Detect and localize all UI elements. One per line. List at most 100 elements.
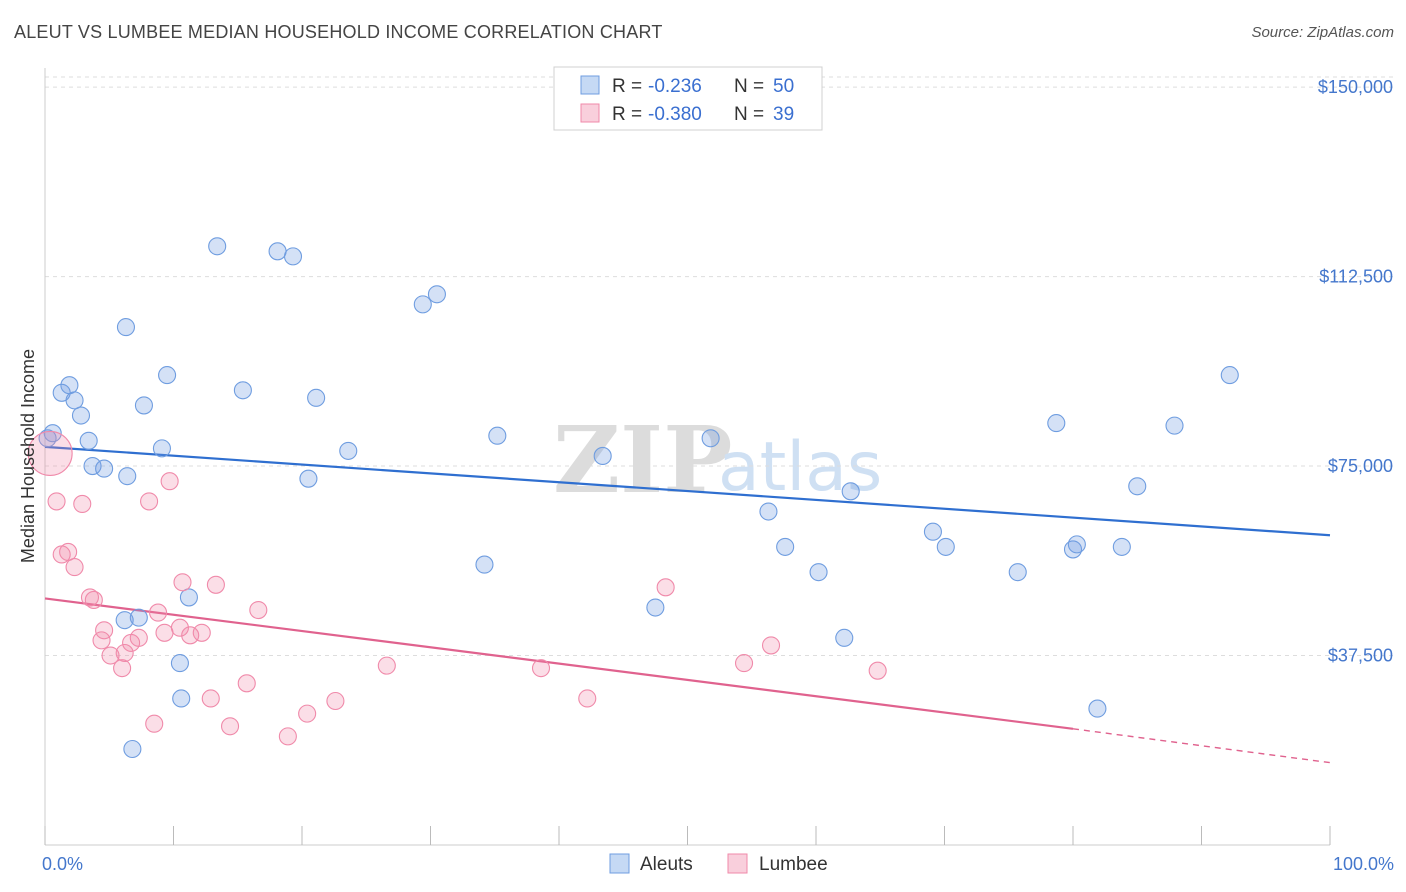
bottom-legend-label-aleuts: Aleuts (640, 854, 693, 875)
bottom-legend-label-lumbee: Lumbee (759, 854, 828, 875)
aleuts-point (1128, 477, 1147, 496)
bottom-legend: Aleuts Lumbee (609, 853, 828, 875)
lumbee-point (220, 717, 240, 736)
lumbee-point (155, 623, 174, 642)
y-tick-label-0: $37,500 (1328, 646, 1393, 666)
lumbee-point (734, 654, 754, 673)
aleuts-point (116, 318, 136, 337)
lumbee-point (160, 472, 179, 491)
trend-lines (44, 445, 1331, 764)
lumbee-point (115, 643, 134, 663)
aleuts-point (115, 611, 134, 630)
aleuts-point (475, 555, 494, 574)
aleuts-point (413, 295, 432, 314)
aleuts-point (118, 467, 137, 486)
aleuts-point (38, 429, 57, 448)
lumbee-point (129, 628, 148, 647)
lumbee-point (278, 727, 297, 746)
lumbee-point (95, 621, 114, 640)
bottom-legend-swatch-lumbee (727, 853, 748, 874)
lumbee-point (249, 601, 268, 620)
aleuts-point (129, 608, 148, 627)
aleuts-point (179, 588, 198, 607)
aleuts-point (701, 429, 720, 448)
x-tick-label-max: 100.0% (1333, 854, 1394, 874)
aleuts-point (593, 446, 612, 465)
watermark-zip: ZIP (553, 406, 732, 514)
aleuts-point (776, 537, 795, 556)
legend-r-label-lumbee: R = (612, 104, 642, 125)
y-tick-labels: $37,500 $75,000 $112,500 $150,000 (1318, 77, 1393, 665)
lumbee-point (181, 626, 200, 645)
lumbee-point (65, 558, 84, 577)
lumbee-point (170, 618, 189, 637)
lumbee-point (47, 492, 66, 511)
legend-swatch-aleuts (580, 75, 600, 95)
legend-r-value-lumbee: -0.380 (648, 104, 702, 125)
data-points (27, 237, 1239, 759)
axes (44, 68, 1331, 846)
aleuts-point (65, 391, 84, 410)
aleuts-point (283, 247, 303, 266)
aleuts-point (152, 439, 171, 458)
lumbee-point (145, 714, 164, 733)
aleuts-point (1220, 366, 1239, 385)
aleuts-point (488, 426, 507, 445)
aleuts-point (83, 457, 102, 476)
lumbee-point (298, 704, 317, 723)
aleuts-point (1088, 699, 1107, 718)
aleuts-point (1047, 414, 1066, 433)
aleuts-point (233, 381, 252, 400)
lumbee-point (192, 623, 211, 642)
lumbee-point (140, 492, 159, 511)
aleuts-point (936, 537, 955, 556)
grid-lines (45, 76, 1394, 657)
lumbee-point (59, 542, 78, 561)
trend-extension-lumbee (1072, 728, 1331, 764)
aleuts-point (95, 459, 114, 478)
aleuts-point (759, 502, 778, 521)
y-tick-label-3: $150,000 (1318, 77, 1393, 97)
lumbee-point (201, 689, 220, 708)
lumbee-point (113, 659, 132, 678)
y-tick-label-1: $75,000 (1328, 456, 1393, 476)
x-tick-label-min: 0.0% (42, 854, 83, 874)
y-axis-label: Median Household Income (18, 349, 38, 563)
aleuts-point (134, 396, 153, 415)
lumbee-point (868, 661, 887, 680)
legend-n-label-aleuts: N = (734, 76, 764, 97)
aleuts-point (307, 388, 326, 407)
lumbee-point (531, 659, 551, 678)
aleuts-point (79, 431, 98, 450)
aleuts-point (841, 482, 860, 501)
legend-n-value-aleuts: 50 (773, 76, 794, 97)
legend-box: R = -0.236 N = 50 R = -0.380 N = 39 (553, 66, 823, 131)
aleuts-point (427, 285, 446, 304)
aleuts-point (339, 441, 358, 460)
lumbee-point (73, 494, 92, 513)
aleuts-point (268, 242, 287, 261)
aleuts-point (123, 739, 142, 759)
lumbee-point (101, 646, 120, 665)
lumbee-point (656, 578, 675, 597)
lumbee-point (237, 674, 256, 693)
aleuts-point (1112, 537, 1131, 556)
aleuts-point (923, 522, 942, 541)
lumbee-point (377, 656, 396, 675)
bottom-legend-swatch-aleuts (609, 853, 630, 874)
aleuts-point (43, 424, 62, 443)
aleuts-point (1008, 563, 1027, 582)
aleuts-point (1067, 535, 1086, 554)
lumbee-point (578, 689, 597, 708)
trend-line-aleuts (44, 445, 1331, 537)
lumbee-point (206, 575, 225, 594)
legend-n-value-lumbee: 39 (773, 104, 794, 125)
trend-line-lumbee (44, 597, 1074, 730)
legend-swatch-lumbee (580, 103, 600, 123)
lumbee-point (761, 636, 781, 655)
source-label: Source: ZipAtlas.com (1251, 24, 1394, 41)
aleuts-point (71, 406, 91, 425)
lumbee-point (27, 430, 73, 476)
aleuts-point (809, 563, 828, 582)
